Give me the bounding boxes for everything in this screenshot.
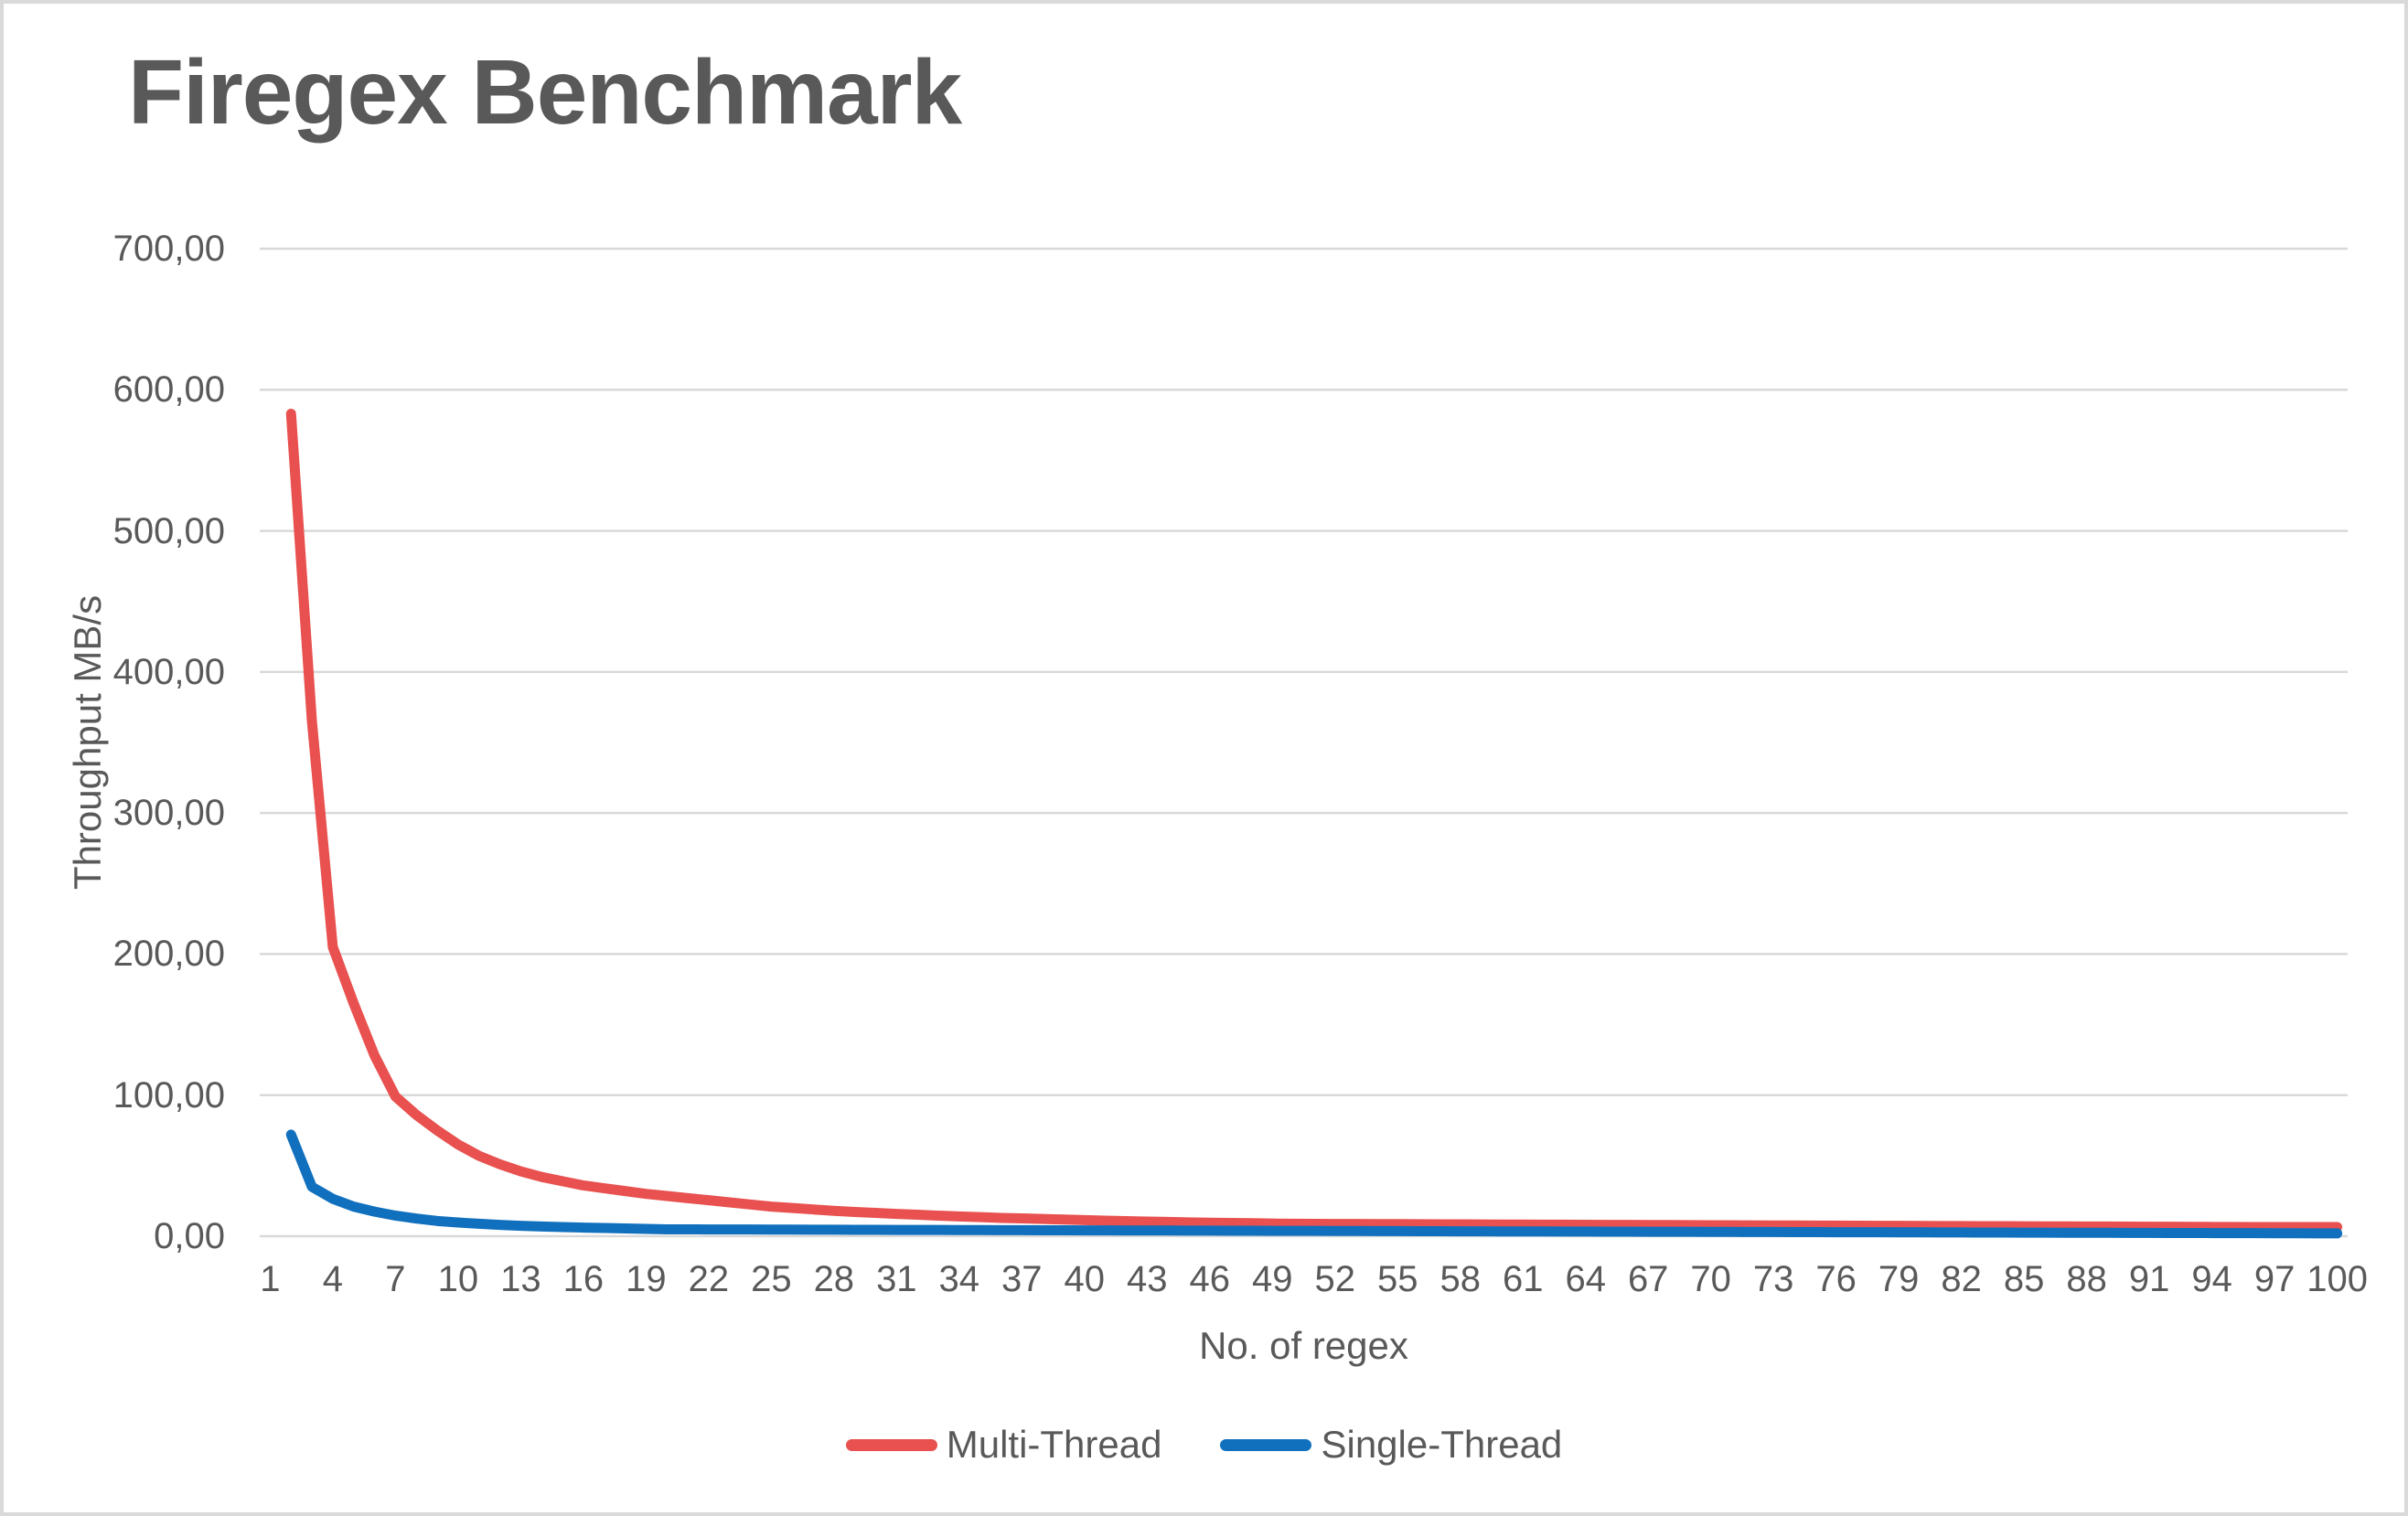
x-tick-label-46: 46	[1189, 1259, 1231, 1299]
x-tick-label-37: 37	[1001, 1259, 1043, 1299]
x-tick-label-67: 67	[1627, 1259, 1669, 1299]
y-tick-label-700: 700,00	[112, 229, 225, 269]
x-tick-label-1: 1	[260, 1259, 281, 1299]
y-tick-label-100: 100,00	[112, 1074, 225, 1116]
legend-item-multi-thread: Multi-Thread	[845, 1423, 1162, 1467]
x-tick-label-34: 34	[938, 1259, 980, 1299]
plot-area	[260, 247, 2348, 1239]
x-tick-label-55: 55	[1376, 1259, 1418, 1299]
legend-item-single-thread: Single-Thread	[1220, 1423, 1562, 1467]
x-tick-label-85: 85	[2003, 1259, 2045, 1299]
x-tick-label-58: 58	[1439, 1259, 1481, 1299]
x-tick-label-7: 7	[385, 1259, 406, 1299]
x-tick-label-61: 61	[1502, 1259, 1544, 1299]
x-axis-title: No. of regex	[1199, 1324, 1408, 1367]
x-tick-label-88: 88	[2066, 1259, 2107, 1299]
x-tick-label-19: 19	[626, 1259, 667, 1299]
y-tick-label-600: 600,00	[112, 369, 225, 411]
legend-label-single-thread: Single-Thread	[1321, 1423, 1563, 1466]
x-tick-label-43: 43	[1127, 1259, 1168, 1299]
x-tick-label-73: 73	[1752, 1259, 1794, 1299]
legend: Multi-Thread Single-Thread	[4, 1423, 2404, 1467]
gridlines	[260, 247, 2348, 1238]
x-tick-label-31: 31	[876, 1259, 917, 1299]
x-tick-label-25: 25	[751, 1259, 792, 1299]
y-tick-label-400: 400,00	[112, 651, 225, 692]
y-tick-label-500: 500,00	[112, 510, 225, 551]
x-tick-label-22: 22	[688, 1259, 730, 1299]
multi-thread-line-swatch-icon	[845, 1438, 937, 1451]
x-tick-label-100: 100	[2306, 1259, 2368, 1299]
x-tick-label-16: 16	[562, 1259, 605, 1299]
x-tick-label-28: 28	[813, 1259, 855, 1299]
legend-label-multi-thread: Multi-Thread	[946, 1423, 1162, 1466]
y-tick-label-0: 0,00	[154, 1216, 225, 1256]
chart-title: Firegex Benchmark	[128, 41, 962, 144]
series-line-single-thread	[285, 1129, 2343, 1239]
x-tick-label-49: 49	[1252, 1259, 1293, 1299]
x-tick-label-94: 94	[2191, 1259, 2232, 1299]
y-tick-label-200: 200,00	[112, 934, 225, 975]
x-tick-label-82: 82	[1941, 1259, 1982, 1299]
x-tick-label-76: 76	[1815, 1259, 1857, 1299]
series-lines	[285, 409, 2343, 1239]
y-axis-title: Throughput MB/s	[66, 594, 109, 891]
x-tick-label-40: 40	[1064, 1259, 1106, 1299]
x-tick-label-97: 97	[2253, 1259, 2296, 1299]
x-tick-label-70: 70	[1690, 1259, 1731, 1299]
x-tick-label-79: 79	[1878, 1259, 1920, 1299]
x-tick-label-91: 91	[2128, 1259, 2170, 1299]
x-tick-label-10: 10	[437, 1259, 479, 1299]
x-tick-label-13: 13	[500, 1259, 541, 1299]
single-thread-line-swatch-icon	[1220, 1438, 1312, 1451]
y-tick-label-300: 300,00	[112, 793, 225, 834]
x-tick-label-64: 64	[1565, 1259, 1606, 1299]
x-tick-label-4: 4	[322, 1259, 344, 1299]
x-tick-label-52: 52	[1314, 1259, 1355, 1299]
series-line-multi-thread	[285, 409, 2343, 1233]
